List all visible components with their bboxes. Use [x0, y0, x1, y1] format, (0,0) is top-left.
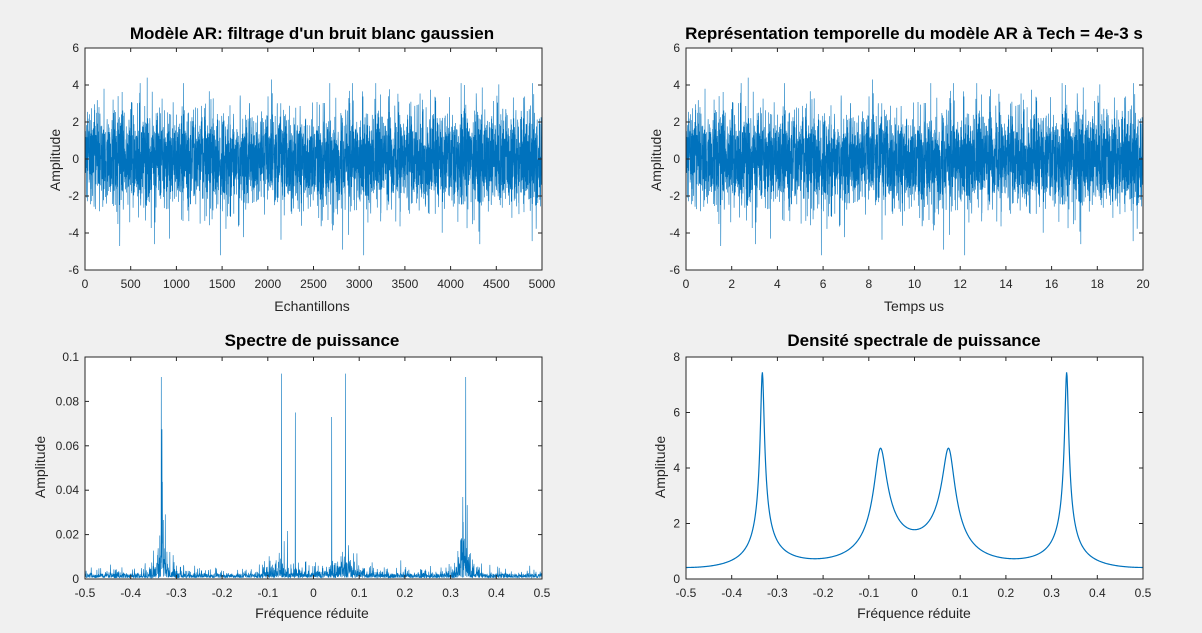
x-tick-label: -0.4 — [120, 586, 141, 600]
y-tick-label: 2 — [673, 517, 680, 531]
y-tick-label: 0.08 — [56, 394, 80, 408]
y-axis-label: Amplitude — [32, 436, 48, 498]
x-tick-label: 2 — [728, 277, 735, 291]
y-axis-label: Amplitude — [652, 436, 668, 498]
y-tick-label: 4 — [673, 461, 680, 475]
y-axis-label: Amplitude — [47, 129, 63, 191]
x-tick-label: 0.5 — [1135, 586, 1152, 600]
series-line — [686, 372, 1143, 569]
y-tick-label: -6 — [669, 263, 680, 277]
x-tick-label: 0 — [683, 277, 690, 291]
x-tick-label: 18 — [1091, 277, 1105, 291]
chart-title: Densité spectrale de puissance — [787, 331, 1040, 350]
plot-area — [686, 357, 1143, 579]
x-tick-label: -0.2 — [813, 586, 834, 600]
y-tick-label: 6 — [673, 41, 680, 55]
y-tick-label: 6 — [72, 41, 79, 55]
x-tick-label: -0.1 — [858, 586, 879, 600]
x-tick-label: 16 — [1045, 277, 1059, 291]
axes-power-spectrum: Spectre de puissance Fréquence réduite A… — [32, 331, 551, 621]
y-tick-label: 0 — [673, 572, 680, 586]
x-tick-label: 0.1 — [952, 586, 969, 600]
x-tick-label: -0.4 — [721, 586, 742, 600]
x-tick-label: 14 — [999, 277, 1013, 291]
y-tick-label: 2 — [72, 115, 79, 129]
x-tick-label: 3000 — [346, 277, 373, 291]
y-tick-label: 2 — [673, 115, 680, 129]
x-axis-label: Temps us — [884, 298, 944, 314]
x-tick-label: 0.2 — [397, 586, 414, 600]
x-tick-label: 0.4 — [1089, 586, 1106, 600]
x-tick-label: 4500 — [483, 277, 510, 291]
x-tick-label: 5000 — [529, 277, 556, 291]
y-tick-label: -4 — [669, 226, 680, 240]
y-tick-label: 6 — [673, 406, 680, 420]
axes-ar-noise: Modèle AR: filtrage d'un bruit blanc gau… — [47, 24, 556, 314]
x-tick-label: 1500 — [209, 277, 236, 291]
y-tick-label: -6 — [68, 263, 79, 277]
chart-title: Représentation temporelle du modèle AR à… — [685, 24, 1143, 43]
axes-psd: Densité spectrale de puissance Fréquence… — [652, 331, 1152, 621]
x-tick-label: 0.3 — [442, 586, 459, 600]
x-tick-label: -0.1 — [257, 586, 278, 600]
x-tick-label: 4000 — [437, 277, 464, 291]
x-tick-label: -0.3 — [767, 586, 788, 600]
x-axis-label: Fréquence réduite — [255, 605, 369, 621]
axes-ar-time: Représentation temporelle du modèle AR à… — [648, 24, 1150, 314]
chart-title: Spectre de puissance — [225, 331, 400, 350]
y-tick-label: 4 — [72, 78, 79, 92]
x-tick-label: 6 — [820, 277, 827, 291]
x-axis-label: Fréquence réduite — [857, 605, 971, 621]
plot-area — [85, 357, 542, 579]
y-tick-label: 0.04 — [56, 483, 80, 497]
y-axis-label: Amplitude — [648, 129, 664, 191]
y-tick-label: 0.1 — [62, 350, 79, 364]
y-tick-label: 0.02 — [56, 528, 80, 542]
x-tick-label: -0.5 — [75, 586, 96, 600]
y-tick-label: -2 — [68, 189, 79, 203]
x-tick-label: -0.2 — [212, 586, 233, 600]
x-tick-label: 500 — [121, 277, 141, 291]
x-axis-label: Echantillons — [274, 298, 350, 314]
x-tick-label: -0.3 — [166, 586, 187, 600]
y-tick-label: 0 — [72, 152, 79, 166]
x-tick-label: 12 — [954, 277, 968, 291]
x-tick-label: 1000 — [163, 277, 190, 291]
x-tick-label: 2000 — [254, 277, 281, 291]
y-tick-label: 4 — [673, 78, 680, 92]
x-tick-label: 8 — [865, 277, 872, 291]
x-tick-label: 0.2 — [998, 586, 1015, 600]
series-line — [85, 77, 542, 256]
y-tick-label: 0.06 — [56, 439, 80, 453]
x-tick-label: 3500 — [392, 277, 419, 291]
x-tick-label: 0.4 — [488, 586, 505, 600]
x-tick-label: 10 — [908, 277, 922, 291]
x-tick-label: 0.5 — [534, 586, 551, 600]
y-tick-label: 0 — [673, 152, 680, 166]
x-tick-label: 20 — [1136, 277, 1150, 291]
x-tick-label: 4 — [774, 277, 781, 291]
chart-title: Modèle AR: filtrage d'un bruit blanc gau… — [130, 24, 494, 43]
y-tick-label: -2 — [669, 189, 680, 203]
series-line — [686, 77, 1143, 256]
x-tick-label: 0 — [82, 277, 89, 291]
x-tick-label: 2500 — [300, 277, 327, 291]
y-tick-label: 8 — [673, 350, 680, 364]
y-tick-label: -4 — [68, 226, 79, 240]
y-tick-label: 0 — [72, 572, 79, 586]
x-tick-label: 0 — [911, 586, 918, 600]
x-tick-label: 0 — [310, 586, 317, 600]
x-tick-label: 0.3 — [1043, 586, 1060, 600]
x-tick-label: 0.1 — [351, 586, 368, 600]
x-tick-label: -0.5 — [676, 586, 697, 600]
